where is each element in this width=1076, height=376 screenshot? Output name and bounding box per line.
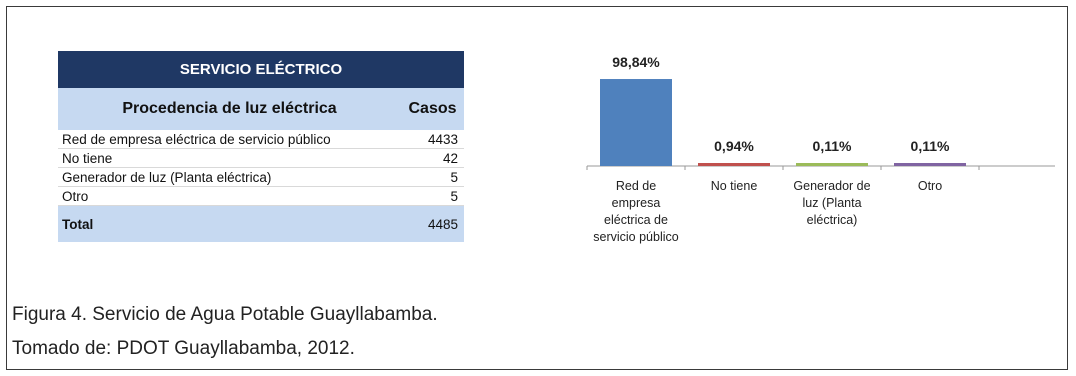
- servicio-electrico-table: SERVICIO ELÉCTRICO Procedencia de luz el…: [58, 51, 464, 242]
- total-row: Total 4485: [58, 205, 464, 242]
- column-header-procedencia: Procedencia de luz eléctrica: [58, 88, 402, 130]
- bar: [600, 79, 672, 166]
- data-label: 0,11%: [911, 138, 950, 154]
- row-label: Red de empresa eléctrica de servicio púb…: [58, 130, 402, 149]
- figure-frame: [6, 6, 1068, 370]
- row-value: 5: [401, 167, 464, 187]
- table-row: Otro 5: [58, 186, 464, 206]
- bar: [698, 163, 770, 166]
- data-label: 0,11%: [813, 138, 852, 154]
- bar: [796, 163, 868, 166]
- row-label: No tiene: [58, 148, 402, 168]
- category-label: eléctrica): [807, 213, 858, 227]
- category-label: eléctrica de: [604, 213, 668, 227]
- category-label: luz (Planta: [802, 196, 861, 210]
- figure-source: Tomado de: PDOT Guayllabamba, 2012.: [12, 338, 355, 359]
- bar-chart: 98,84% Red de empresa eléctrica de servicio …: [586, 54, 1055, 244]
- total-label: Total: [58, 205, 402, 242]
- table-row: Red de empresa eléctrica de servicio púb…: [58, 130, 464, 149]
- category-label: servicio público: [593, 230, 679, 244]
- row-value: 4433: [401, 130, 464, 149]
- category-label: Generador de: [793, 179, 870, 193]
- row-value: 5: [401, 186, 464, 206]
- row-label: Generador de luz (Planta eléctrica): [58, 167, 402, 187]
- row-label: Otro: [58, 186, 402, 206]
- table-title: SERVICIO ELÉCTRICO: [58, 51, 464, 88]
- figure-caption: Figura 4. Servicio de Agua Potable Guayl…: [12, 304, 438, 325]
- category-label: Otro: [918, 179, 942, 193]
- table-row: Generador de luz (Planta eléctrica) 5: [58, 167, 464, 187]
- row-value: 42: [401, 148, 464, 168]
- table-row: No tiene 42: [58, 148, 464, 168]
- data-label: 98,84%: [612, 54, 660, 70]
- column-header-casos: Casos: [401, 88, 464, 130]
- total-value: 4485: [401, 205, 464, 242]
- bar: [894, 163, 966, 166]
- category-label: empresa: [612, 196, 661, 210]
- category-label: Red de: [616, 179, 656, 193]
- category-label: No tiene: [711, 179, 758, 193]
- data-label: 0,94%: [714, 138, 754, 154]
